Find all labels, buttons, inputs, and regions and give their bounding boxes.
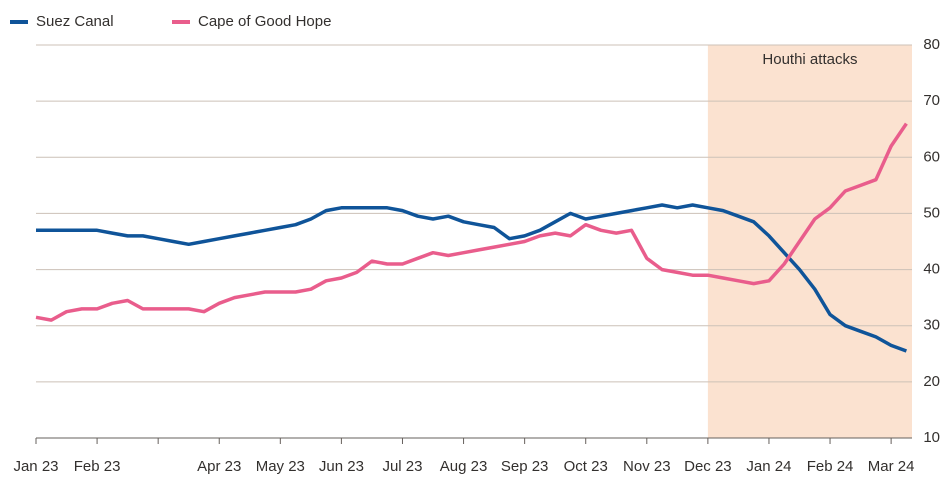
- legend-label: Cape of Good Hope: [198, 13, 331, 30]
- x-tick-label: Jan 23: [13, 458, 58, 475]
- x-tick-label: Feb 24: [807, 458, 854, 475]
- legend-label: Suez Canal: [36, 13, 114, 30]
- x-tick-label: Dec 23: [684, 458, 732, 475]
- y-tick-label: 10: [923, 429, 940, 446]
- x-tick-label: Apr 23: [197, 458, 241, 475]
- x-tick-label: Oct 23: [564, 458, 608, 475]
- x-tick-label: Jan 24: [746, 458, 791, 475]
- line-series: [35, 122, 908, 322]
- y-tick-label: 80: [923, 36, 940, 53]
- y-tick-label: 70: [923, 92, 940, 109]
- x-tick-label: Mar 24: [868, 458, 915, 475]
- x-tick-label: Aug 23: [440, 458, 488, 475]
- x-tick-label: Feb 23: [74, 458, 121, 475]
- y-tick-label: 50: [923, 204, 940, 221]
- x-tick-label: Jul 23: [382, 458, 422, 475]
- line-series: [36, 203, 908, 353]
- y-tick-label: 20: [923, 373, 940, 390]
- annotation: Houthi attacks: [762, 51, 857, 68]
- x-tick-label: Jun 23: [319, 458, 364, 475]
- shaded-region: [707, 45, 912, 438]
- x-tick-label: Nov 23: [623, 458, 671, 475]
- x-tick-label: May 23: [256, 458, 305, 475]
- y-tick-label: 60: [923, 148, 940, 165]
- y-tick-label: 30: [923, 317, 940, 334]
- x-tick-label: Sep 23: [501, 458, 549, 475]
- y-tick-label: 40: [923, 261, 940, 278]
